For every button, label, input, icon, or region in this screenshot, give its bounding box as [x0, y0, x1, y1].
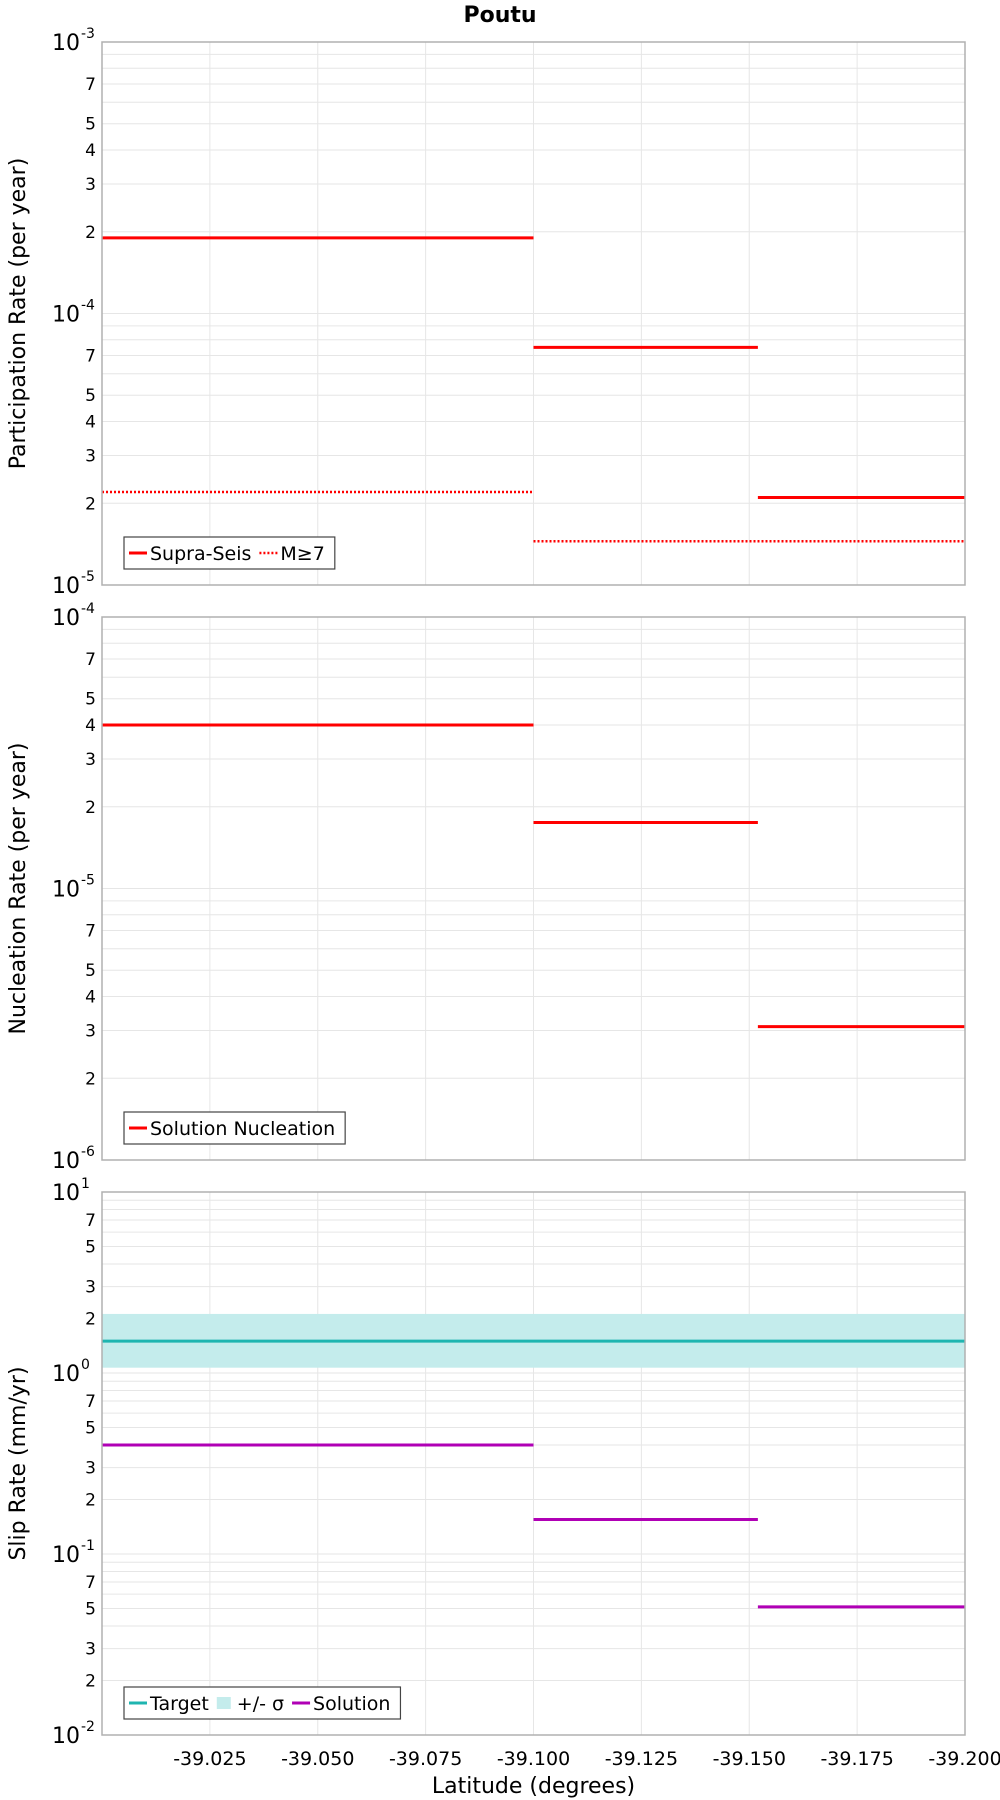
y-tick-label: 2: [85, 1491, 96, 1511]
y-tick-exponent: -2: [81, 1719, 95, 1735]
y-tick-label-major: 10 -5: [52, 569, 95, 599]
plot-frame: [101, 1191, 966, 1736]
y-tick-label: 7: [85, 1211, 96, 1231]
y-tick-label: 2: [85, 494, 96, 514]
legend-box: [123, 1686, 402, 1720]
y-tick-label: 2: [85, 1069, 96, 1089]
y-tick-exponent: 1: [81, 1176, 90, 1192]
y-tick-label: 7: [85, 75, 96, 95]
legend-swatch: [216, 1697, 231, 1709]
y-tick-exponent: 0: [81, 1357, 90, 1373]
y-tick-label: 3: [85, 1459, 96, 1479]
y-tick-label: 7: [85, 1573, 96, 1593]
y-tick-label-major: 10 -4: [52, 601, 95, 631]
x-tick-label: -39.150: [713, 1748, 786, 1770]
legend: Target +/- σ Solution: [123, 1686, 402, 1720]
legend-box: [123, 536, 336, 570]
legend: Supra-Seis M≥7: [123, 536, 336, 570]
y-tick-exponent: -3: [81, 26, 95, 42]
plot-frame: [101, 616, 966, 1161]
y-tick-label-major: 10 -2: [52, 1719, 95, 1749]
legend: Solution Nucleation: [123, 1111, 346, 1145]
y-tick-label: 5: [85, 386, 96, 406]
y-tick-label-major: 10 -4: [52, 298, 95, 328]
y-tick-base: 10: [52, 1149, 80, 1174]
y-tick-label-major: 10 -3: [52, 26, 95, 56]
legend-label: Target: [149, 1693, 209, 1715]
y-tick-label-major: 10 -1: [52, 1538, 95, 1568]
legend-label: M≥7: [280, 543, 324, 565]
y-tick-exponent: -1: [81, 1538, 95, 1554]
y-tick-label-major: 10 1: [52, 1176, 90, 1206]
y-tick-base: 10: [52, 1181, 80, 1206]
y-tick-label: 4: [85, 141, 96, 161]
y-tick-label: 7: [85, 922, 96, 942]
y-tick-label: 3: [85, 1640, 96, 1660]
y-tick-label: 5: [85, 690, 96, 710]
x-tick-label: -39.100: [497, 1748, 570, 1770]
y-tick-base: 10: [52, 31, 80, 56]
y-tick-label: 2: [85, 798, 96, 818]
y-tick-label: 3: [85, 1278, 96, 1298]
y-tick-base: 10: [52, 574, 80, 599]
y-tick-label: 3: [85, 446, 96, 466]
y-tick-base: 10: [52, 1724, 80, 1749]
x-tick-label: -39.025: [173, 1748, 246, 1770]
y-tick-label: 2: [85, 1672, 96, 1692]
y-tick-label: 5: [85, 1237, 96, 1257]
y-tick-label: 4: [85, 413, 96, 433]
y-tick-label-major: 10 -5: [52, 873, 95, 903]
y-tick-label: 7: [85, 1392, 96, 1412]
y-tick-label: 3: [85, 1021, 96, 1041]
y-tick-label: 4: [85, 988, 96, 1008]
legend-box: [123, 1111, 346, 1145]
y-tick-label: 5: [85, 115, 96, 135]
legend-label: Supra-Seis: [150, 543, 251, 565]
y-tick-base: 10: [52, 878, 80, 903]
y-tick-base: 10: [52, 606, 80, 631]
y-tick-label: 3: [85, 175, 96, 195]
plot-frame: [101, 41, 966, 586]
y-tick-base: 10: [52, 1362, 80, 1387]
x-tick-label: -39.175: [820, 1748, 893, 1770]
x-axis-label: Latitude (degrees): [432, 1774, 635, 1799]
legend-label: Solution Nucleation: [150, 1118, 335, 1140]
y-tick-label: 4: [85, 716, 96, 736]
y-tick-base: 10: [52, 303, 80, 328]
x-tick-label: -39.075: [389, 1748, 462, 1770]
y-axis-label: Participation Rate (per year): [6, 158, 31, 470]
x-tick-label: -39.200: [928, 1748, 1000, 1770]
y-tick-label: 5: [85, 961, 96, 981]
y-tick-label: 2: [85, 1310, 96, 1330]
y-tick-label: 2: [85, 223, 96, 243]
x-tick-label: -39.125: [605, 1748, 678, 1770]
chart-title: Poutu: [463, 3, 536, 28]
legend-label: +/- σ: [237, 1693, 284, 1715]
y-tick-label: 5: [85, 1599, 96, 1619]
y-tick-label: 7: [85, 347, 96, 367]
y-tick-label: 3: [85, 750, 96, 770]
y-tick-label-major: 10 -6: [52, 1144, 95, 1174]
y-tick-exponent: -4: [81, 601, 95, 617]
y-axis-label: Nucleation Rate (per year): [6, 743, 31, 1035]
y-tick-label: 7: [85, 650, 96, 670]
y-tick-exponent: -5: [81, 873, 95, 889]
y-tick-exponent: -5: [81, 569, 95, 585]
y-tick-exponent: -6: [81, 1144, 95, 1160]
y-tick-base: 10: [52, 1543, 80, 1568]
legend-label: Solution: [313, 1693, 390, 1715]
y-tick-label-major: 10 0: [52, 1357, 90, 1387]
x-tick-label: -39.050: [281, 1748, 354, 1770]
y-axis-label: Slip Rate (mm/yr): [6, 1366, 31, 1560]
y-tick-label: 5: [85, 1418, 96, 1438]
y-tick-exponent: -4: [81, 298, 95, 314]
